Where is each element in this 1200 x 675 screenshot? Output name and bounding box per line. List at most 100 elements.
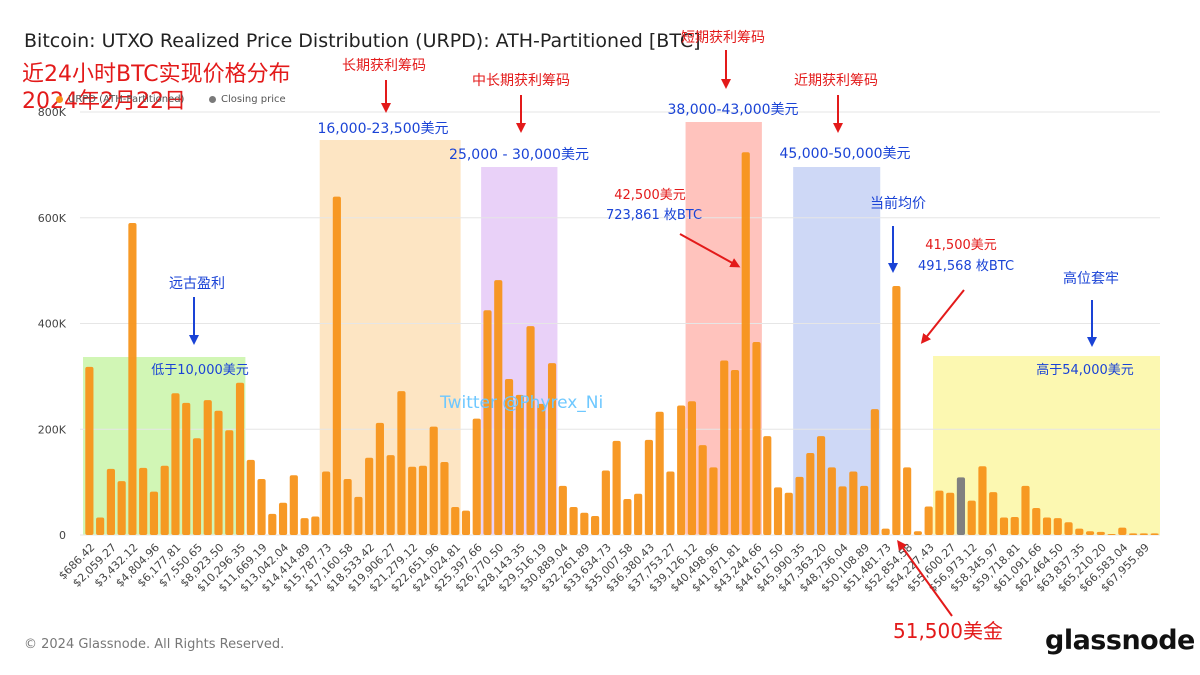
bar-1[interactable] — [96, 517, 105, 535]
bar-16[interactable] — [257, 478, 266, 535]
legend-item-closing-price[interactable]: Closing price — [209, 94, 286, 105]
bar-5[interactable] — [139, 467, 148, 535]
bar-41[interactable] — [526, 326, 535, 535]
bar-35[interactable] — [461, 510, 471, 535]
bar-88[interactable] — [1032, 508, 1041, 535]
bar-63[interactable] — [763, 436, 772, 535]
bar-18[interactable] — [278, 502, 288, 535]
bar-83[interactable] — [978, 466, 987, 535]
bar-82[interactable] — [967, 500, 976, 535]
bar-31[interactable] — [418, 465, 428, 535]
bar-98[interactable] — [1139, 533, 1148, 535]
bar-53[interactable] — [655, 411, 664, 535]
bar-34[interactable] — [451, 506, 460, 535]
bar-40[interactable] — [515, 394, 524, 535]
bar-47[interactable] — [591, 515, 600, 535]
bar-17[interactable] — [268, 513, 277, 535]
bar-46[interactable] — [580, 512, 589, 535]
bar-11[interactable] — [203, 400, 212, 535]
bar-45[interactable] — [569, 506, 578, 535]
bar-14[interactable] — [235, 382, 245, 535]
bar-89[interactable] — [1042, 517, 1052, 535]
bar-0[interactable] — [85, 366, 94, 535]
bar-19[interactable] — [289, 475, 298, 535]
bar-97[interactable] — [1129, 533, 1138, 535]
bar-70[interactable] — [838, 486, 847, 535]
bar-94[interactable] — [1096, 531, 1105, 535]
bar-93[interactable] — [1085, 531, 1095, 535]
bar-7[interactable] — [160, 465, 169, 535]
bar-61[interactable] — [741, 152, 750, 536]
bar-84[interactable] — [989, 492, 998, 535]
bar-74[interactable] — [881, 528, 890, 535]
bar-73[interactable] — [870, 409, 879, 535]
bar-10[interactable] — [192, 438, 202, 535]
bar-36[interactable] — [472, 418, 481, 535]
bar-49[interactable] — [612, 440, 621, 535]
bar-55[interactable] — [677, 405, 686, 535]
bar-26[interactable] — [365, 457, 374, 535]
bar-43[interactable] — [547, 363, 557, 535]
bar-75[interactable] — [892, 285, 901, 535]
bar-6[interactable] — [149, 491, 159, 535]
bar-12[interactable] — [214, 410, 223, 535]
glassnode-logo[interactable]: glassnode — [1045, 625, 1195, 656]
bar-20[interactable] — [300, 518, 309, 535]
bar-50[interactable] — [623, 499, 632, 535]
bar-38[interactable] — [494, 280, 503, 535]
bar-29[interactable] — [397, 391, 406, 535]
bar-37[interactable] — [483, 310, 492, 535]
bar-21[interactable] — [311, 516, 320, 535]
bar-64[interactable] — [773, 487, 783, 535]
bar-71[interactable] — [849, 471, 858, 535]
bar-57[interactable] — [698, 445, 707, 535]
bar-96[interactable] — [1118, 527, 1127, 535]
bar-2[interactable] — [106, 468, 115, 535]
bar-27[interactable] — [375, 422, 384, 535]
bar-86[interactable] — [1010, 517, 1019, 535]
bar-60[interactable] — [730, 370, 740, 535]
bar-99[interactable] — [1150, 533, 1159, 535]
bar-42[interactable] — [537, 403, 546, 535]
closing-price-bar[interactable] — [956, 477, 966, 535]
bar-95[interactable] — [1107, 533, 1116, 535]
bar-8[interactable] — [171, 393, 180, 535]
bar-56[interactable] — [687, 401, 697, 535]
bar-66[interactable] — [795, 476, 804, 535]
bar-79[interactable] — [935, 490, 944, 535]
bar-85[interactable] — [999, 517, 1009, 535]
bar-32[interactable] — [429, 426, 438, 535]
bar-72[interactable] — [860, 485, 869, 535]
bar-69[interactable] — [827, 467, 836, 535]
bar-54[interactable] — [666, 471, 675, 535]
bar-44[interactable] — [558, 485, 567, 535]
bar-92[interactable] — [1075, 528, 1084, 535]
bar-13[interactable] — [225, 430, 234, 535]
bar-51[interactable] — [634, 493, 643, 535]
bar-24[interactable] — [343, 478, 352, 535]
bar-25[interactable] — [354, 496, 363, 535]
bar-28[interactable] — [386, 455, 395, 535]
bar-33[interactable] — [440, 462, 449, 535]
bar-4[interactable] — [128, 223, 137, 535]
bar-3[interactable] — [117, 481, 126, 535]
bar-67[interactable] — [806, 453, 815, 535]
legend-item-urpd[interactable]: URPD (ATH-Partitioned) — [56, 94, 184, 105]
bar-90[interactable] — [1053, 518, 1062, 535]
bar-80[interactable] — [946, 492, 955, 535]
bar-23[interactable] — [332, 196, 341, 535]
bar-91[interactable] — [1064, 522, 1073, 535]
bar-76[interactable] — [903, 467, 912, 535]
bar-52[interactable] — [644, 439, 653, 535]
bar-87[interactable] — [1021, 485, 1030, 535]
bar-78[interactable] — [924, 506, 933, 535]
bar-58[interactable] — [709, 467, 718, 535]
bar-65[interactable] — [784, 492, 793, 535]
bar-62[interactable] — [752, 342, 761, 535]
bar-9[interactable] — [182, 402, 191, 535]
bar-59[interactable] — [720, 360, 729, 535]
bar-39[interactable] — [504, 379, 514, 535]
bar-48[interactable] — [601, 470, 610, 535]
bar-15[interactable] — [246, 459, 255, 535]
bar-30[interactable] — [408, 466, 417, 535]
